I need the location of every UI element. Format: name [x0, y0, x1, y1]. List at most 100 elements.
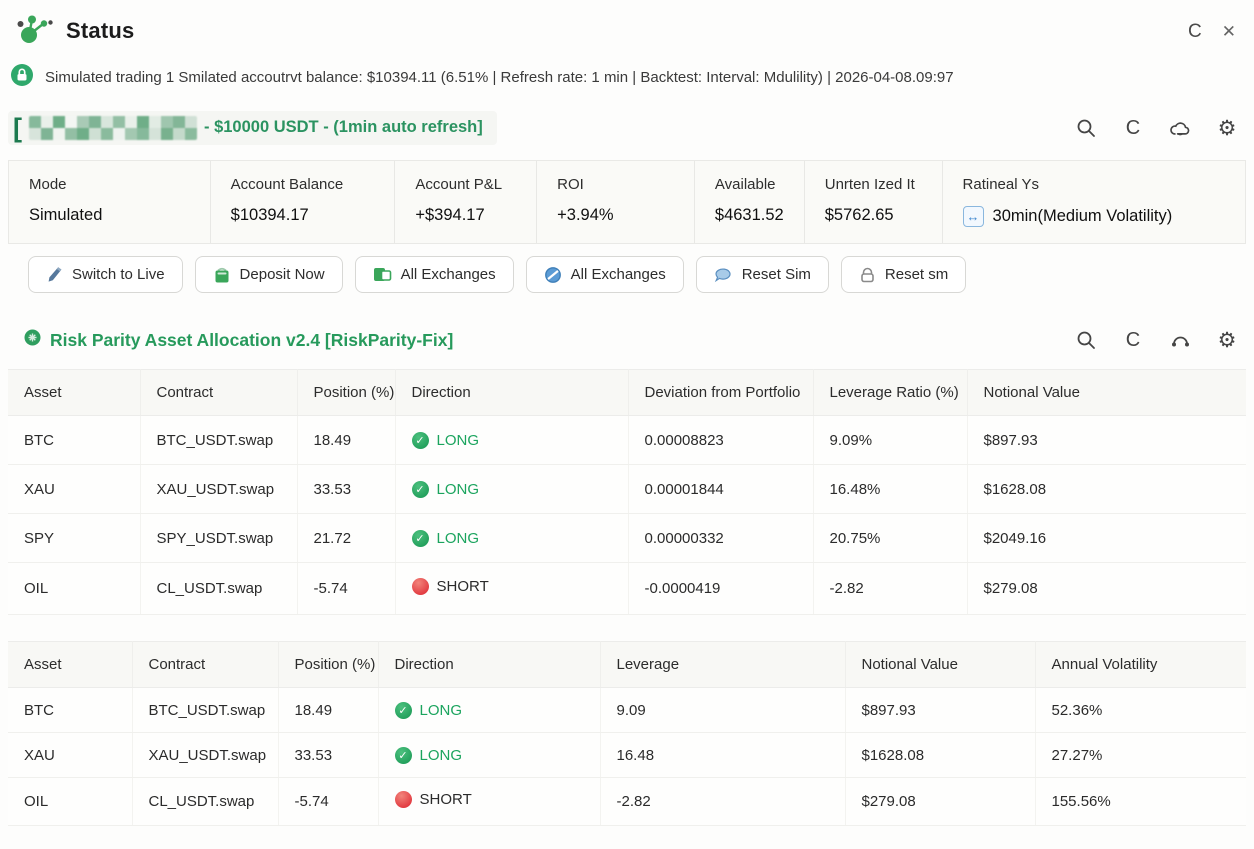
cell: 16.48	[600, 733, 845, 778]
cell: -5.74	[297, 563, 395, 615]
table-row: XAUXAU_USDT.swap33.53✓LONG16.48$1628.082…	[8, 733, 1246, 778]
cell: 21.72	[297, 514, 395, 563]
gear-icon[interactable]: ⚙	[1216, 329, 1238, 351]
stat-account-pnl: Account P&L +$394.17	[395, 161, 537, 243]
cell: 0.00001844	[628, 465, 813, 514]
direction-label: LONG	[437, 481, 480, 498]
cell: 18.49	[278, 688, 378, 733]
direction-cell: ✓ LONG	[378, 688, 600, 733]
direction-cell: ✓LONG	[395, 416, 628, 465]
cell: XAU	[8, 733, 132, 778]
stat-value: +3.94%	[557, 206, 688, 225]
direction-label: LONG	[437, 530, 480, 547]
bell-icon[interactable]	[1169, 329, 1191, 351]
column-header: Asset	[8, 370, 140, 416]
button-label: Switch to Live	[72, 266, 165, 283]
switch-to-live-button[interactable]: Switch to Live	[28, 256, 183, 293]
stat-label: Ratineal Ys	[963, 176, 1239, 193]
stat-value: $10394.17	[231, 206, 389, 225]
bracket-glyph: [	[13, 116, 22, 140]
interval-icon[interactable]: ↔	[963, 206, 984, 227]
reset-sm-button[interactable]: Reset sm	[841, 256, 966, 293]
direction-badge: ✓ LONG	[412, 481, 480, 498]
cell: 9.09	[600, 688, 845, 733]
lock-icon	[859, 266, 876, 283]
sim-badge-icon	[10, 63, 34, 91]
column-header: Deviation from Portfolio	[628, 370, 813, 416]
page-title: Status	[66, 18, 134, 44]
column-header: Contract	[132, 642, 278, 688]
gear-icon[interactable]: ⚙	[1216, 117, 1238, 139]
all-exchanges-wallet-button[interactable]: All Exchanges	[355, 256, 514, 293]
direction-cell: ✓ LONG	[395, 465, 628, 514]
column-header: Annual Volatility	[1035, 642, 1246, 688]
stat-available: Available $4631.52	[695, 161, 805, 243]
table-row: SPYSPY_USDT.swap21.72✓LONG0.0000033220.7…	[8, 514, 1246, 563]
search-icon[interactable]	[1075, 329, 1097, 351]
direction-label: LONG	[420, 702, 463, 719]
table-row: BTCBTC_USDT.swap18.49✓LONG9.09$897.9352.…	[8, 688, 1246, 733]
direction-badge: ✓LONG	[412, 432, 480, 449]
interval-text: 30min(Medium Volatility)	[993, 207, 1173, 226]
button-label: Reset sm	[885, 266, 948, 283]
cell: SPY_USDT.swap	[140, 514, 297, 563]
direction-label: SHORT	[420, 791, 472, 808]
title-bar: Status C ✕	[8, 12, 1246, 48]
account-summary-label: - $10000 USDT - (1min auto refresh]	[204, 118, 483, 137]
cell: 0.00008823	[628, 416, 813, 465]
stat-unrealized: Unrten Ized It $5762.65	[805, 161, 943, 243]
stat-account-balance: Account Balance $10394.17	[211, 161, 396, 243]
cell: XAU	[8, 465, 140, 514]
cell: 9.09%	[813, 416, 967, 465]
search-icon[interactable]	[1075, 117, 1097, 139]
deposit-now-button[interactable]: Deposit Now	[195, 256, 343, 293]
cell: 16.48%	[813, 465, 967, 514]
close-icon[interactable]: ✕	[1222, 23, 1236, 40]
stat-value: +$394.17	[415, 206, 530, 225]
cell: CL_USDT.swap	[132, 778, 278, 826]
cell: $1628.08	[845, 733, 1035, 778]
cell: BTC	[8, 688, 132, 733]
cell: XAU_USDT.swap	[140, 465, 297, 514]
all-exchanges-globe-button[interactable]: All Exchanges	[526, 256, 684, 293]
globe-slash-icon	[544, 266, 562, 284]
cell: -2.82	[600, 778, 845, 826]
strategy-actions: C ⚙	[1075, 329, 1246, 351]
account-name-pill[interactable]: [ - $10000 USDT - (1min auto refresh]	[8, 111, 497, 145]
cell: 0.00000332	[628, 514, 813, 563]
direction-badge: SHORT	[412, 578, 489, 595]
cell: $897.93	[967, 416, 1246, 465]
cell: OIL	[8, 778, 132, 826]
refresh-icon[interactable]: C	[1122, 329, 1144, 351]
column-header: Contract	[140, 370, 297, 416]
refresh-icon[interactable]: C	[1122, 117, 1144, 139]
table-row: OILCL_USDT.swap-5.74SHORT-2.82$279.08155…	[8, 778, 1246, 826]
column-header: Notional Value	[967, 370, 1246, 416]
cell: BTC_USDT.swap	[140, 416, 297, 465]
deposit-icon	[213, 266, 231, 284]
cell: 33.53	[278, 733, 378, 778]
strategy-status-icon	[24, 329, 41, 351]
table-row: BTCBTC_USDT.swap18.49✓LONG0.000088239.09…	[8, 416, 1246, 465]
stat-label: Available	[715, 176, 798, 193]
cell: OIL	[8, 563, 140, 615]
cloud-icon[interactable]	[1169, 117, 1191, 139]
stat-roi: ROI +3.94%	[537, 161, 695, 243]
cell: 155.56%	[1035, 778, 1246, 826]
cell: -5.74	[278, 778, 378, 826]
reset-sim-button[interactable]: Reset Sim	[696, 256, 829, 293]
cell: CL_USDT.swap	[140, 563, 297, 615]
stat-label: Account P&L	[415, 176, 530, 193]
cell: BTC_USDT.swap	[132, 688, 278, 733]
cell: $897.93	[845, 688, 1035, 733]
direction-cell: SHORT	[395, 563, 628, 615]
account-stats-panel: Mode Simulated Account Balance $10394.17…	[8, 160, 1246, 244]
short-dot-icon	[395, 791, 412, 808]
long-check-icon: ✓	[412, 481, 429, 498]
long-check-icon: ✓	[395, 702, 412, 719]
table-header-row: AssetContractPosition (%)DirectionLevera…	[8, 642, 1246, 688]
column-header: Position (%)	[278, 642, 378, 688]
long-check-icon: ✓	[412, 432, 429, 449]
refresh-icon[interactable]: C	[1188, 22, 1202, 41]
column-header: Position (%)	[297, 370, 395, 416]
